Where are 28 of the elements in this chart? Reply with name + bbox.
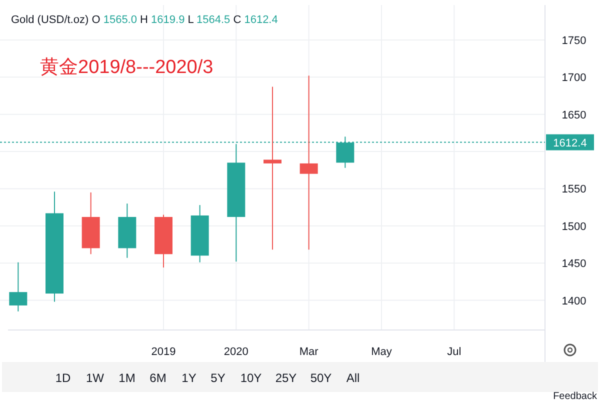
text: 1W	[86, 371, 105, 385]
y-tick-label: 1500	[562, 220, 586, 233]
candlestick	[9, 262, 28, 312]
text: 25Y	[275, 371, 297, 385]
text: 50Y	[310, 371, 332, 385]
text: 黄金2019/8---2020/3	[40, 57, 214, 78]
y-tick-label: 1650	[562, 109, 586, 122]
text: 6M	[150, 371, 166, 385]
ref-line-label: 1612.4	[553, 137, 587, 150]
text: 10Y	[240, 371, 262, 385]
text: Feedback	[553, 391, 598, 400]
y-tick-label: 1450	[562, 258, 586, 270]
x-tick-label: 2019	[151, 346, 176, 358]
text: 1M	[118, 371, 136, 385]
y-tick-label: 1750	[562, 34, 586, 47]
text: All	[346, 371, 360, 385]
text: 1Y	[182, 371, 196, 385]
y-tick-label: 1700	[562, 72, 586, 84]
y-tick-label: 1550	[562, 184, 586, 196]
y-tick-label: 1400	[562, 295, 586, 308]
x-tick-label: 2020	[224, 346, 248, 358]
text: 1D	[55, 371, 71, 385]
x-tick-label: Mar	[299, 346, 319, 358]
x-tick-label: May	[371, 346, 392, 358]
x-tick-label: Jul	[447, 346, 462, 358]
text: 5Y	[210, 371, 226, 385]
text: Gold (USD/t.oz) O 1565.0 H 1619.9 L 1564.5 C 1612.4	[11, 14, 278, 26]
candlestick	[264, 86, 282, 250]
